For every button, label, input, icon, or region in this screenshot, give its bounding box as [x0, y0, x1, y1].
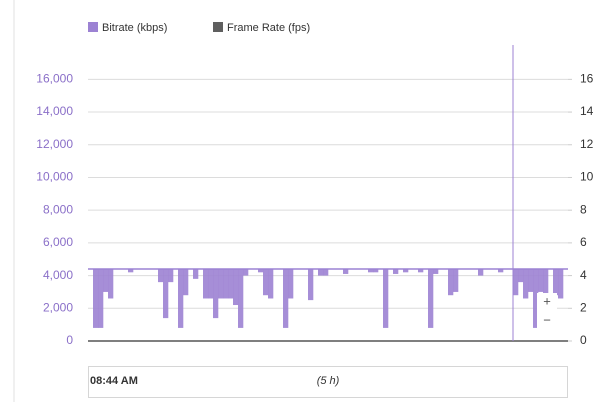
- bitrate-band: [513, 269, 519, 296]
- bitrate-band: [223, 269, 229, 299]
- bitrate-band: [453, 269, 459, 292]
- y2-tick-label: 6: [580, 235, 587, 249]
- bitrate-band: [448, 269, 454, 296]
- y2-tick-label: 10: [580, 170, 594, 184]
- bitrate-band: [308, 269, 314, 301]
- bitrate-band: [528, 269, 534, 292]
- plot-area: Bitrate (kbps) Frame Rate (fps) 0 2,000 4,00…: [36, 22, 593, 347]
- bitrate-band: [343, 269, 349, 274]
- bitrate-band: [523, 269, 529, 299]
- bitrate-band: [288, 269, 294, 299]
- y2-tick-label: 0: [580, 333, 587, 347]
- bitrate-band: [418, 269, 424, 273]
- bitrate-band: [323, 269, 329, 276]
- y2-tick-label: 14: [580, 104, 594, 118]
- y-tick-label: 10,000: [36, 170, 73, 184]
- navigator: [88, 366, 568, 398]
- bitrate-band: [383, 269, 389, 328]
- bitrate-band: [553, 269, 559, 296]
- bitrate-band: [93, 269, 99, 328]
- y-tick-label: 2,000: [43, 300, 73, 314]
- zoom-out[interactable]: −: [543, 312, 551, 327]
- bitrate-band: [213, 269, 219, 319]
- bitrate-band: [318, 269, 324, 276]
- bitrate-band: [373, 269, 379, 273]
- bitrate-band: [233, 269, 239, 306]
- bitrate-band: [478, 269, 484, 276]
- legend-label: Bitrate (kbps): [102, 22, 167, 34]
- bitrate-band: [203, 269, 209, 299]
- y-tick-label: 8,000: [43, 202, 73, 216]
- bitrate-band: [498, 269, 504, 273]
- bitrate-band: [158, 269, 164, 283]
- legend-swatch: [88, 22, 98, 32]
- y-tick-label: 14,000: [36, 104, 73, 118]
- y2-tick-label: 12: [580, 137, 594, 151]
- bitrate-band: [258, 269, 264, 273]
- navigator-start: 08:44 AM: [90, 375, 138, 387]
- bitrate-band: [103, 269, 109, 292]
- bitrate-band: [533, 269, 539, 328]
- bitrate-band: [268, 269, 274, 299]
- y-tick-label: 16,000: [36, 72, 73, 86]
- bitrate-band: [178, 269, 184, 328]
- y-tick-label: 0: [66, 333, 73, 347]
- y2-tick-label: 8: [580, 202, 587, 216]
- bitrate-band: [218, 269, 224, 299]
- bitrate-band: [368, 269, 374, 273]
- bitrate-band: [193, 269, 199, 279]
- legend-label: Frame Rate (fps): [227, 22, 310, 34]
- bitrate-band: [558, 269, 564, 299]
- y2-tick-label: 4: [580, 268, 587, 282]
- y2-tick-label: 16: [580, 72, 594, 86]
- bitrate-band: [538, 269, 544, 292]
- bitrate-band: [428, 269, 434, 328]
- bitrate-band: [208, 269, 214, 299]
- bitrate-band: [183, 269, 189, 296]
- bitrate-band: [98, 269, 104, 328]
- bitrate-band: [518, 269, 524, 283]
- bitrate-band: [393, 269, 399, 274]
- navigator-span: (5 h): [317, 375, 340, 387]
- bitrate-band: [228, 269, 234, 299]
- y-tick-label: 6,000: [43, 235, 73, 249]
- y-tick-label: 4,000: [43, 268, 73, 282]
- bitrate-band: [238, 269, 244, 328]
- bitrate-band: [263, 269, 269, 296]
- zoom-in[interactable]: +: [543, 293, 551, 308]
- bitrate-band: [108, 269, 114, 299]
- bitrate-band: [163, 269, 169, 319]
- bitrate-band: [243, 269, 249, 276]
- legend-swatch: [213, 22, 223, 32]
- bitrate-band: [283, 269, 289, 328]
- y2-tick-label: 2: [580, 300, 587, 314]
- y-tick-label: 12,000: [36, 137, 73, 151]
- bitrate-band: [403, 269, 409, 273]
- bitrate-band: [168, 269, 174, 283]
- bitrate-band: [128, 269, 134, 273]
- bitrate-band: [433, 269, 439, 274]
- zoom-panel: [537, 293, 557, 333]
